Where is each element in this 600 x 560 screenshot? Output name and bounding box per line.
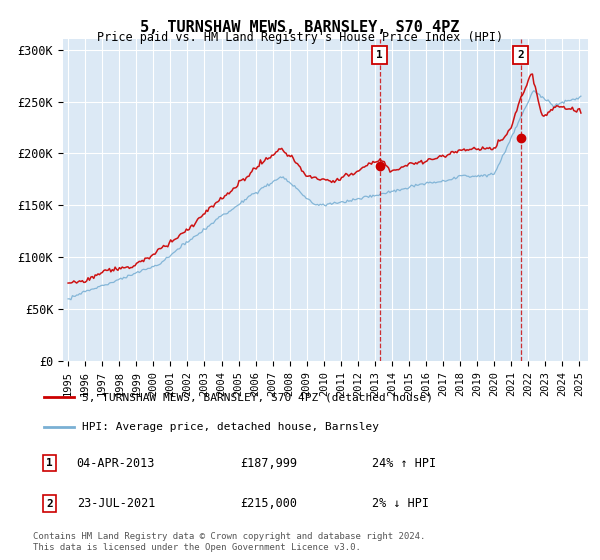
Text: £215,000: £215,000 [241,497,298,510]
Bar [380,39,521,361]
Text: Price paid vs. HM Land Registry's House Price Index (HPI): Price paid vs. HM Land Registry's House … [97,31,503,44]
Text: 2: 2 [46,498,53,508]
Text: £187,999: £187,999 [241,456,298,470]
Text: 2% ↓ HPI: 2% ↓ HPI [371,497,428,510]
Text: 5, TURNSHAW MEWS, BARNSLEY, S70 4PZ: 5, TURNSHAW MEWS, BARNSLEY, S70 4PZ [140,20,460,35]
Text: 23-JUL-2021: 23-JUL-2021 [77,497,155,510]
Text: 04-APR-2013: 04-APR-2013 [77,456,155,470]
Text: 24% ↑ HPI: 24% ↑ HPI [371,456,436,470]
Text: 1: 1 [376,50,383,60]
Text: 1: 1 [46,458,53,468]
Text: 2: 2 [517,50,524,60]
Text: 5, TURNSHAW MEWS, BARNSLEY, S70 4PZ (detached house): 5, TURNSHAW MEWS, BARNSLEY, S70 4PZ (det… [82,392,433,402]
Text: Contains HM Land Registry data © Crown copyright and database right 2024.
This d: Contains HM Land Registry data © Crown c… [33,532,425,552]
Text: HPI: Average price, detached house, Barnsley: HPI: Average price, detached house, Barn… [82,422,379,432]
